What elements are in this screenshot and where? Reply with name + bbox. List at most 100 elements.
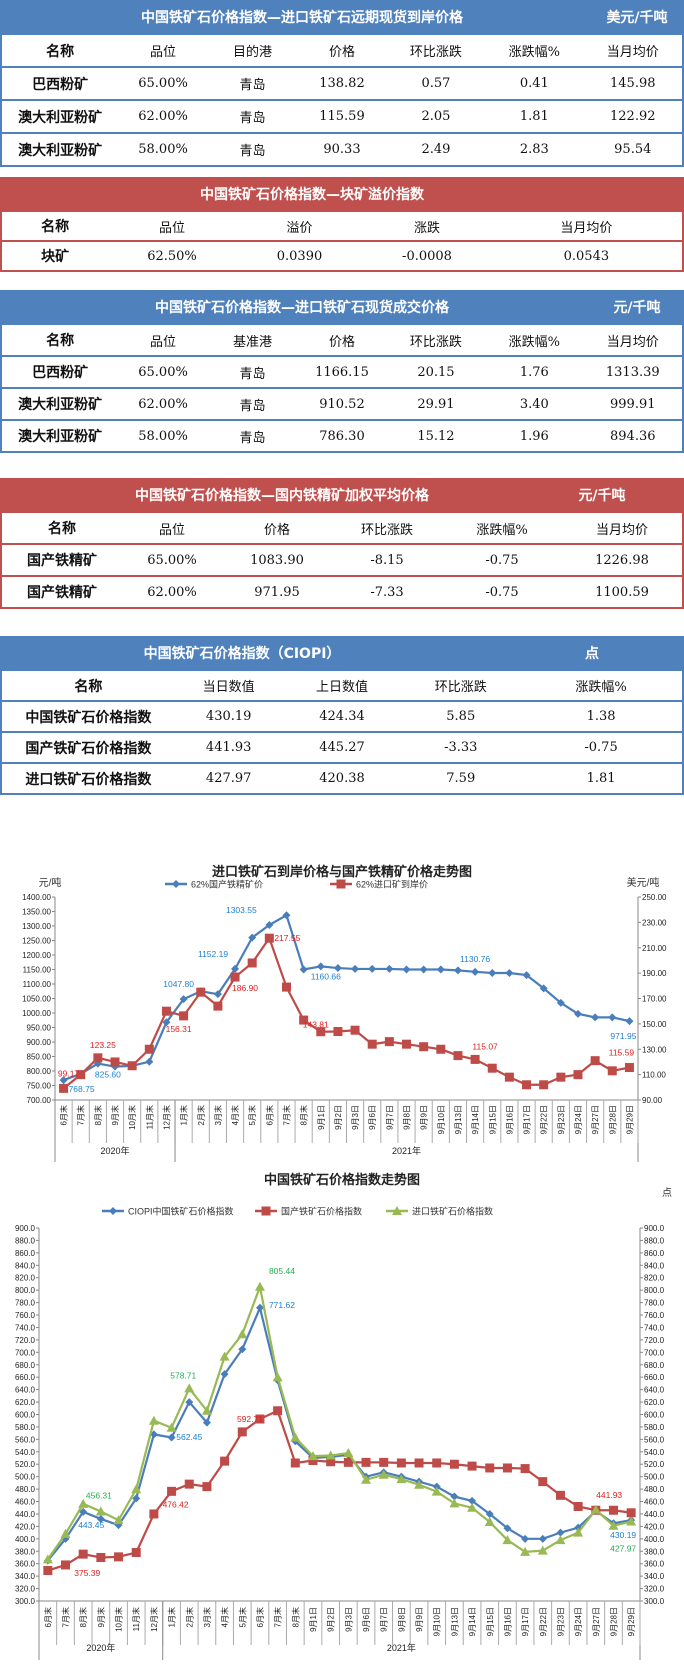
table-cell: 国产铁精矿 (27, 585, 97, 601)
square-marker (202, 1482, 212, 1492)
table-cell: 1313.39 (605, 364, 660, 380)
y-tick-label: 720.0 (15, 1336, 36, 1345)
table-row: 巴西粉矿 65.00% 青岛 1166.15 20.15 1.76 1313.39 (2, 355, 682, 387)
square-marker (367, 1039, 377, 1049)
y-tick-label: 380.0 (15, 1547, 36, 1556)
y-tick-label: 820.0 (15, 1274, 36, 1283)
diamond-marker (316, 962, 325, 971)
table-cell: 青岛 (239, 78, 266, 93)
y2-tick-label: 880.0 (644, 1236, 665, 1245)
table-row: 澳大利亚粉矿 58.00% 青岛 786.30 15.12 1.96 894.36 (2, 419, 682, 451)
square-marker (61, 1560, 71, 1570)
diamond-marker (149, 1430, 158, 1439)
x-tick-label: 6月末 (264, 1105, 274, 1125)
x-tick-label: 7月末 (273, 1607, 283, 1627)
data-label: 123.25 (90, 1040, 116, 1050)
data-label: 592.71 (237, 1414, 263, 1424)
triangle-marker (626, 1516, 637, 1526)
diamond-marker (368, 964, 377, 973)
square-marker (247, 958, 257, 968)
square-marker (308, 1456, 318, 1466)
table-cell: 澳大利亚粉矿 (18, 429, 103, 445)
square-marker (607, 1066, 617, 1076)
y2-tick-label: 700.0 (644, 1348, 665, 1357)
x-tick-label: 9月29日 (627, 1607, 636, 1636)
table-cell: 58.00% (138, 428, 188, 444)
series-line (63, 913, 630, 1082)
triangle-marker (113, 1515, 124, 1525)
y2-tick-label: 780.0 (644, 1299, 665, 1308)
y2-tick-label: 460.0 (644, 1498, 665, 1507)
table-cell: 国产铁精矿 (27, 553, 97, 569)
x-tick-label: 1月末 (167, 1607, 177, 1627)
table-row: 国产铁矿石价格指数 441.93 445.27 -3.33 -0.75 (2, 731, 682, 762)
y-tick-label: 800.00 (27, 1067, 52, 1076)
y-axis-unit: 元/吨 (39, 876, 62, 889)
square-marker (333, 1026, 343, 1036)
diamond-marker (591, 1013, 600, 1022)
square-marker (131, 1548, 141, 1558)
column-header: 涨跌幅% (508, 45, 561, 60)
table-cell: 3.40 (519, 396, 549, 412)
square-marker (343, 1457, 353, 1467)
table-cell: 62.00% (147, 584, 197, 600)
x-tick-label: 6月末 (43, 1607, 53, 1627)
table-title: 中国铁矿石价格指数—块矿溢价指数 (200, 186, 424, 203)
table-cell: 青岛 (239, 144, 266, 159)
column-header: 品位 (158, 522, 185, 538)
square-marker (149, 1509, 159, 1519)
data-label: 99.17 (58, 1068, 80, 1078)
table-row: 国产铁精矿 62.00% 971.95 -7.33 -0.75 1100.59 (2, 575, 682, 607)
table-cell: 62.50% (147, 248, 197, 264)
data-label: 143.81 (303, 1020, 329, 1030)
y2-tick-label: 760.0 (644, 1311, 665, 1320)
data-label: 441.93 (596, 1490, 622, 1500)
table-header: 中国铁矿石价格指数—进口铁矿石远期现货到岸价格 美元/千吨 (2, 0, 682, 33)
diamond-marker (402, 965, 411, 974)
year-label: 2020年 (100, 1145, 129, 1156)
y2-tick-label: 440.0 (644, 1510, 665, 1519)
x-tick-label: 10月末 (114, 1607, 124, 1632)
diamond-marker (213, 990, 222, 999)
square-marker (470, 1054, 480, 1064)
data-label: 375.39 (74, 1568, 100, 1578)
diamond-marker (503, 1524, 512, 1533)
x-tick-label: 9月7日 (380, 1607, 389, 1632)
table-cell: 1.81 (586, 771, 616, 786)
column-header: 品位 (150, 334, 177, 350)
square-marker (432, 1458, 442, 1468)
series-2 (42, 1281, 637, 1564)
x-tick-label: 9月29日 (625, 1105, 634, 1134)
column-header: 品位 (150, 45, 177, 60)
diamond-marker (79, 1507, 88, 1516)
square-marker (414, 1458, 424, 1468)
table-cell: 115.59 (319, 109, 365, 124)
x-tick-label: 8月末 (299, 1105, 309, 1125)
diamond-marker (333, 964, 342, 973)
x-tick-label: 3月末 (202, 1607, 212, 1627)
square-marker (114, 1552, 124, 1562)
column-header: 涨跌幅% (575, 680, 627, 695)
data-label: 1152.19 (198, 949, 228, 959)
diamond-marker (556, 1528, 565, 1537)
data-label: 578.71 (170, 1370, 196, 1380)
table-cell: -0.75 (485, 552, 519, 568)
table-cell: 中国铁矿石价格指数 (25, 709, 152, 726)
table-cell: 1.76 (519, 364, 549, 380)
diamond-marker (351, 964, 360, 973)
square-marker (316, 1027, 326, 1037)
series-line (62, 935, 630, 1090)
square-marker (213, 1001, 223, 1011)
square-marker (402, 1039, 412, 1049)
table-row: 澳大利亚粉矿 62.00% 青岛 115.59 2.05 1.81 122.92 (2, 99, 682, 132)
table-1: 中国铁矿石价格指数—块矿溢价指数 名称 品位 溢价 涨跌 当月均价 块矿 62.50% 0.03… (0, 177, 684, 272)
y-tick-label: 840.0 (15, 1261, 36, 1270)
table-cell: 1226.98 (595, 552, 649, 568)
triangle-marker (78, 1498, 89, 1508)
data-label: 1130.76 (460, 954, 490, 964)
y2-tick-label: 250.00 (642, 893, 667, 902)
table-cell: -0.0008 (402, 248, 452, 264)
x-tick-label: 9月15日 (488, 1105, 497, 1134)
x-tick-label: 9月13日 (454, 1105, 463, 1134)
table-title: 中国铁矿石价格指数（CIOPI） (143, 645, 341, 662)
